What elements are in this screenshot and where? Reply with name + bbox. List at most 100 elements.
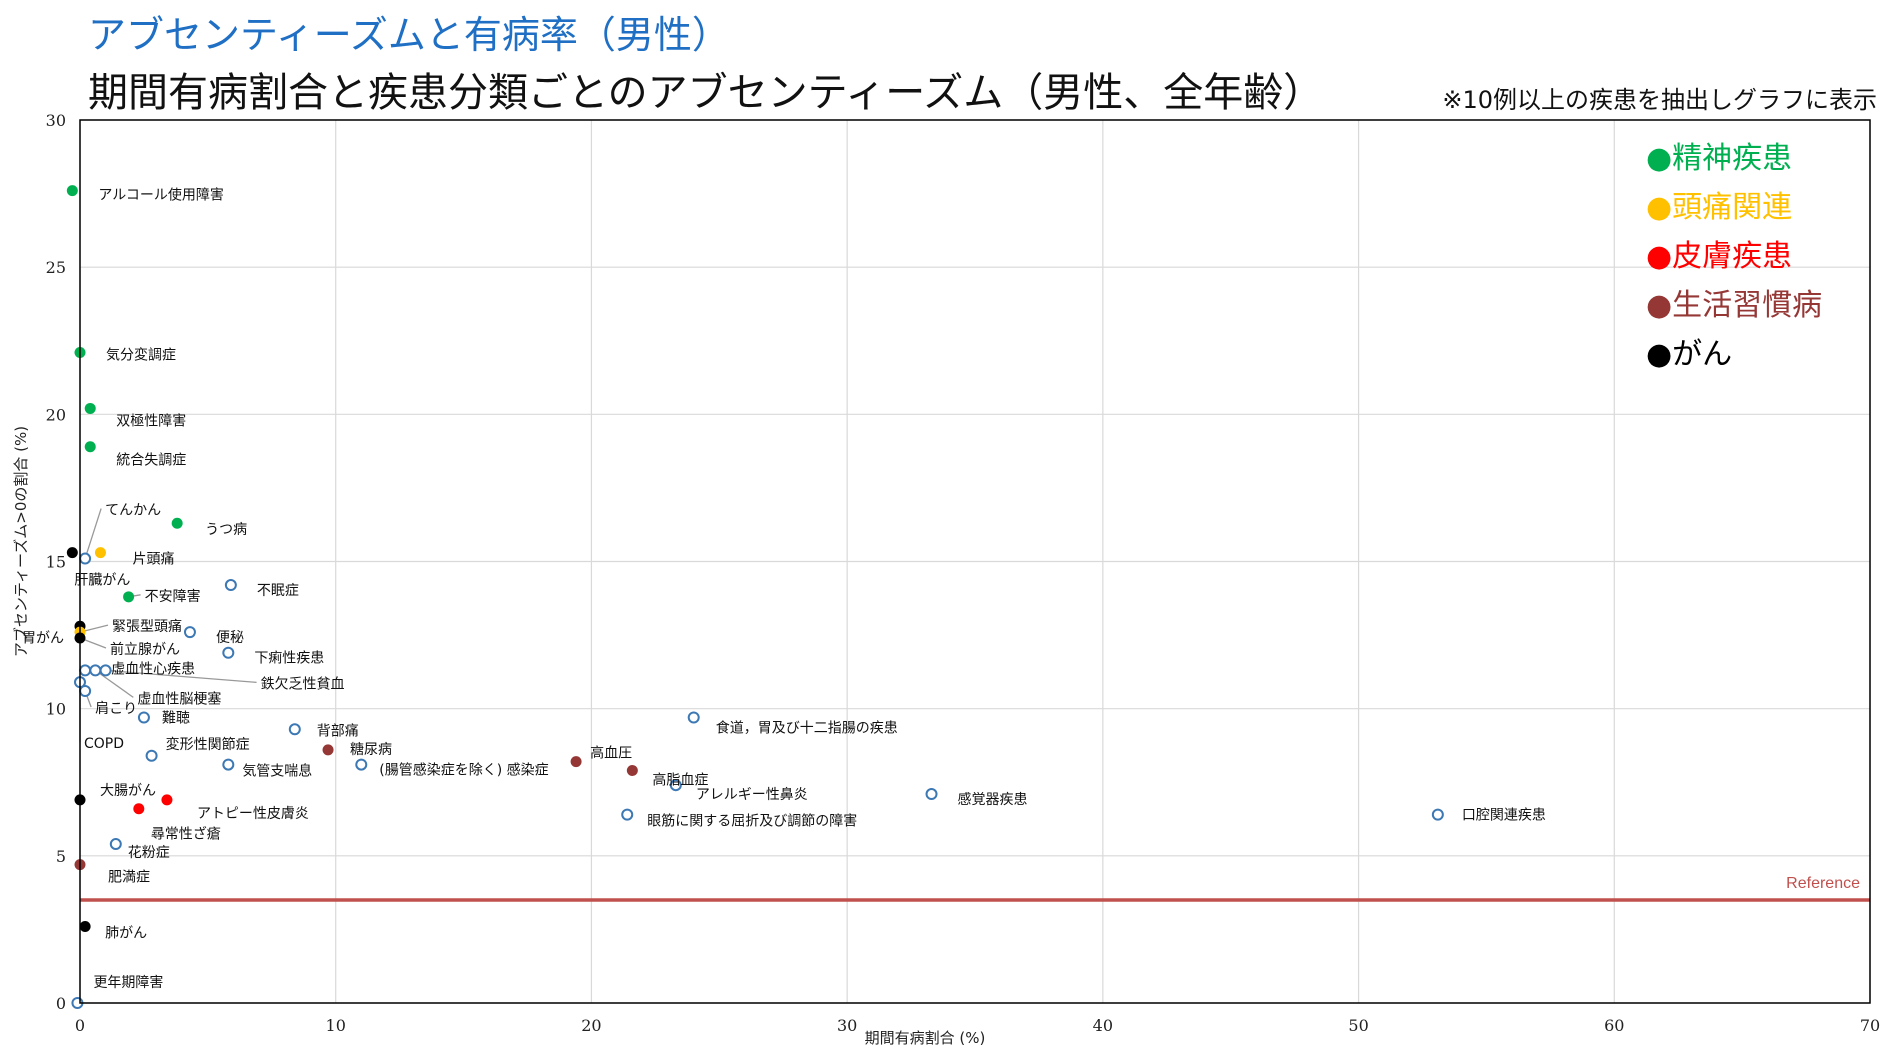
- point-高血圧: [570, 756, 582, 768]
- point-label-緊張型頭痛: 緊張型頭痛: [112, 618, 182, 635]
- point-label-眼筋に関する屈折及び調節の障害: 眼筋に関する屈折及び調節の障害: [647, 813, 857, 830]
- x-tick-label: 60: [1604, 1016, 1624, 1035]
- legend-item-zutsu: ●頭痛関連: [1646, 190, 1792, 225]
- point-不眠症: [224, 579, 237, 592]
- point-label-糖尿病: 糖尿病: [350, 742, 392, 758]
- chart-subtitle: 期間有病割合と疾患分類ごとのアブセンティーズム（男性、全年齢）: [88, 70, 1324, 116]
- point-眼筋に関する屈折及び調節の障害: [621, 808, 634, 821]
- legend-item-hifu: ●皮膚疾患: [1646, 239, 1792, 274]
- legend-item-seikatsu: ●生活習慣病: [1646, 288, 1822, 323]
- point-label--腸管感染症を除く-感染症: (腸管感染症を除く) 感染症: [379, 762, 548, 779]
- point-label-鉄欠乏性貧血: 鉄欠乏性貧血: [261, 676, 345, 692]
- point-便秘: [183, 626, 196, 639]
- y-tick-label: 20: [46, 405, 66, 424]
- point-肺がん: [79, 920, 91, 932]
- point-花粉症: [109, 838, 122, 851]
- point-label-アルコール使用障害: アルコール使用障害: [98, 187, 224, 204]
- point-label-花粉症: 花粉症: [128, 845, 170, 861]
- point-label-肝臓がん: 肝臓がん: [74, 573, 130, 589]
- reference-layer: Reference: [80, 875, 1870, 902]
- point-label-うつ病: うつ病: [205, 522, 247, 538]
- point-下痢性疾患: [222, 646, 235, 659]
- point-label-統合失調症: 統合失調症: [116, 453, 186, 469]
- point-label-不眠症: 不眠症: [257, 583, 299, 599]
- legend-item-seishin: ●精神疾患: [1646, 141, 1792, 176]
- point-label-便秘: 便秘: [216, 630, 244, 646]
- page-title: アブセンティーズムと有病率（男性）: [88, 13, 730, 57]
- point-label-胃がん: 胃がん: [22, 630, 64, 646]
- point-label-感覚器疾患: 感覚器疾患: [958, 791, 1028, 808]
- point-label-肺がん: 肺がん: [105, 925, 147, 941]
- leader-てんかん: [84, 508, 102, 559]
- point-label-更年期障害: 更年期障害: [93, 975, 163, 991]
- x-tick-label: 70: [1860, 1016, 1880, 1035]
- point--腸管感染症を除く-感染症: [355, 758, 368, 771]
- point-label-COPD: COPD: [84, 736, 124, 752]
- point-アルコール使用障害: [66, 185, 78, 197]
- point-label-尋常性ざ瘡: 尋常性ざ瘡: [151, 826, 221, 843]
- point-てんかん: [79, 552, 92, 565]
- point-label-気分変調症: 気分変調症: [106, 347, 176, 364]
- point-label-虚血性心疾患: 虚血性心疾患: [111, 661, 195, 677]
- point-label-アトピー性皮膚炎: アトピー性皮膚炎: [197, 806, 309, 822]
- point-label-下痢性疾患: 下痢性疾患: [254, 651, 324, 667]
- point-label-肩こり: 肩こり: [95, 701, 137, 717]
- point-不安障害: [123, 591, 135, 603]
- point-label-不安障害: 不安障害: [145, 589, 201, 605]
- point-食道-胃及び十二指腸の疾患: [687, 711, 700, 724]
- point-label-食道-胃及び十二指腸の疾患: 食道，胃及び十二指腸の疾患: [716, 719, 898, 736]
- point-label-てんかん: てんかん: [105, 503, 161, 519]
- point-背部痛: [288, 723, 301, 736]
- chart-note: ※10例以上の疾患を抽出しグラフに表示: [1442, 86, 1877, 114]
- legend-item-gan: ●がん: [1646, 337, 1732, 372]
- point-label-前立腺がん: 前立腺がん: [110, 641, 180, 658]
- point-肝臓がん: [66, 547, 78, 559]
- y-tick-label: 15: [46, 553, 66, 572]
- point-難聴: [137, 711, 150, 724]
- point-糖尿病: [322, 744, 334, 756]
- point-片頭痛: [94, 547, 106, 559]
- point-label-背部痛: 背部痛: [317, 722, 359, 739]
- point-鉄欠乏性貧血: [99, 664, 112, 677]
- point-虚血性脳梗塞: [89, 664, 102, 677]
- point-変形性関節症: [145, 749, 158, 762]
- point-label-片頭痛: 片頭痛: [132, 551, 174, 568]
- point-label-高脂血症: 高脂血症: [652, 771, 708, 788]
- point-感覚器疾患: [925, 788, 938, 801]
- legend: ●精神疾患 ●頭痛関連 ●皮膚疾患 ●生活習慣病 ●がん: [1646, 141, 1822, 372]
- x-tick-label: 0: [75, 1016, 85, 1035]
- point-label-口腔関連疾患: 口腔関連疾患: [1462, 808, 1546, 824]
- point-虚血性心疾患: [79, 664, 92, 677]
- x-tick-label: 40: [1093, 1016, 1113, 1035]
- grid-layer: [79, 119, 1871, 1004]
- point-口腔関連疾患: [1431, 808, 1444, 821]
- x-tick-label: 30: [837, 1016, 857, 1035]
- point-尋常性ざ瘡: [133, 803, 145, 815]
- y-tick-label: 25: [46, 258, 66, 277]
- x-tick-label: 50: [1348, 1016, 1368, 1035]
- point-label-アレルギー性鼻炎: アレルギー性鼻炎: [696, 786, 808, 803]
- y-tick-label: 0: [56, 994, 66, 1013]
- x-tick-label: 10: [326, 1016, 346, 1035]
- y-tick-label: 10: [46, 700, 66, 719]
- point-気管支喘息: [222, 758, 235, 771]
- leader-鉄欠乏性貧血: [105, 669, 257, 684]
- point-アレルギー性鼻炎: [669, 779, 682, 792]
- point-label-高血圧: 高血圧: [590, 745, 632, 762]
- point-label-大腸がん: 大腸がん: [100, 783, 156, 799]
- point-label-難聴: 難聴: [162, 710, 190, 726]
- point-label-肥満症: 肥満症: [108, 870, 150, 886]
- point-label-変形性関節症: 変形性関節症: [166, 736, 250, 753]
- point-label-虚血性脳梗塞: 虚血性脳梗塞: [137, 690, 221, 707]
- point-うつ病: [171, 517, 183, 529]
- point-双極性障害: [84, 402, 96, 414]
- reference-label: Reference: [1786, 875, 1860, 892]
- point-アトピー性皮膚炎: [161, 794, 173, 806]
- point-高脂血症: [626, 764, 638, 776]
- x-tick-label: 20: [581, 1016, 601, 1035]
- y-tick-label: 5: [56, 847, 66, 866]
- points-layer: [66, 185, 1444, 1009]
- point-統合失調症: [84, 441, 96, 453]
